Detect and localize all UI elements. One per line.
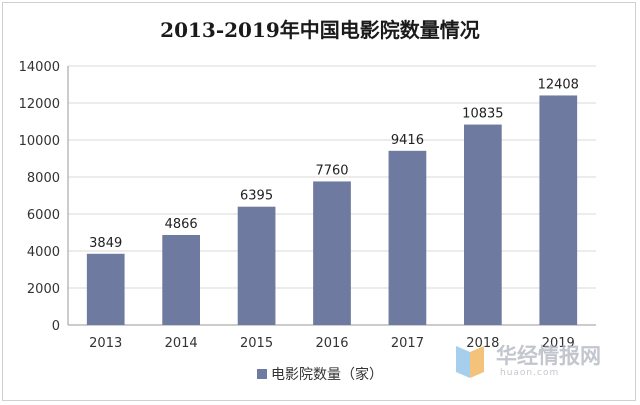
bar	[162, 234, 200, 325]
data-label: 3849	[89, 236, 122, 251]
watermark: 华经情报网 huaon.com	[452, 338, 622, 388]
legend-swatch	[257, 369, 267, 379]
x-tick-label: 2016	[315, 336, 348, 351]
x-tick-label: 2019	[542, 336, 575, 351]
bar	[539, 95, 578, 326]
data-label: 4866	[165, 217, 198, 232]
y-tick-label: 2000	[27, 282, 60, 297]
x-tick-label: 2018	[466, 336, 499, 351]
y-tick-label: 8000	[27, 171, 60, 186]
bar	[86, 253, 125, 325]
chart-title: 2013-2019年中国电影院数量情况	[160, 18, 480, 42]
y-tick-label: 6000	[27, 208, 60, 223]
watermark-text: 华经情报网	[496, 344, 601, 368]
data-label: 10835	[462, 107, 503, 122]
y-tick-label: 12000	[19, 97, 60, 112]
bar	[464, 124, 502, 326]
data-label: 12408	[538, 77, 579, 92]
x-tick-label: 2017	[391, 336, 424, 351]
y-tick-label: 10000	[19, 134, 60, 149]
bar	[313, 181, 351, 325]
watermark-logo-icon	[456, 346, 484, 378]
data-label: 6395	[240, 189, 273, 204]
watermark-subtext: huaon.com	[500, 368, 560, 378]
legend-label: 电影院数量（家）	[271, 367, 383, 383]
x-tick-label: 2013	[89, 336, 122, 351]
x-tick-label: 2015	[240, 336, 273, 351]
x-tick-label: 2014	[165, 336, 198, 351]
y-tick-label: 14000	[19, 60, 60, 75]
data-label: 7760	[315, 163, 348, 178]
bar	[237, 206, 276, 325]
data-label: 9416	[391, 133, 424, 148]
chart-legend: 电影院数量（家）	[0, 364, 640, 384]
bar	[388, 150, 427, 325]
y-tick-label: 0	[52, 319, 60, 334]
y-tick-label: 4000	[27, 245, 60, 260]
